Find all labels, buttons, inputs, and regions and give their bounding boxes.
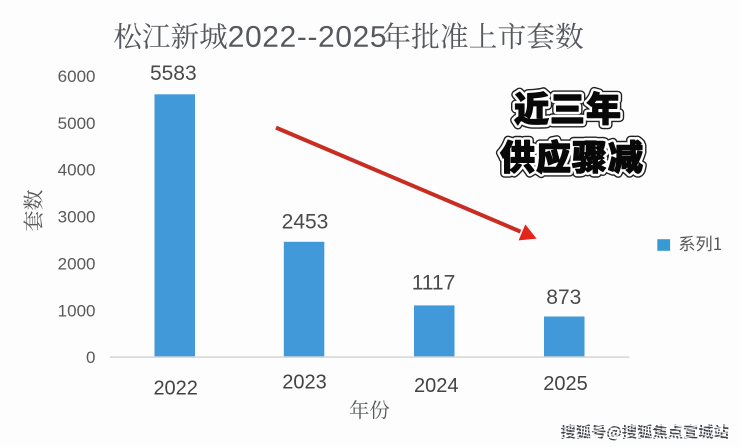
svg-text:5583: 5583: [150, 62, 197, 85]
svg-text:2025: 2025: [543, 373, 588, 395]
svg-text:0: 0: [86, 348, 95, 367]
svg-text:5000: 5000: [58, 114, 96, 133]
svg-text:6000: 6000: [58, 67, 96, 86]
svg-text:2000: 2000: [58, 254, 96, 273]
svg-text:1117: 1117: [412, 272, 456, 295]
svg-text:1000: 1000: [58, 301, 96, 320]
svg-text:2023: 2023: [282, 372, 327, 394]
svg-text:873: 873: [546, 286, 581, 309]
svg-text:4000: 4000: [58, 161, 96, 180]
svg-text:2453: 2453: [282, 211, 329, 234]
svg-text:3000: 3000: [58, 208, 96, 227]
svg-text:2024: 2024: [414, 375, 459, 397]
svg-text:2022: 2022: [153, 378, 198, 400]
